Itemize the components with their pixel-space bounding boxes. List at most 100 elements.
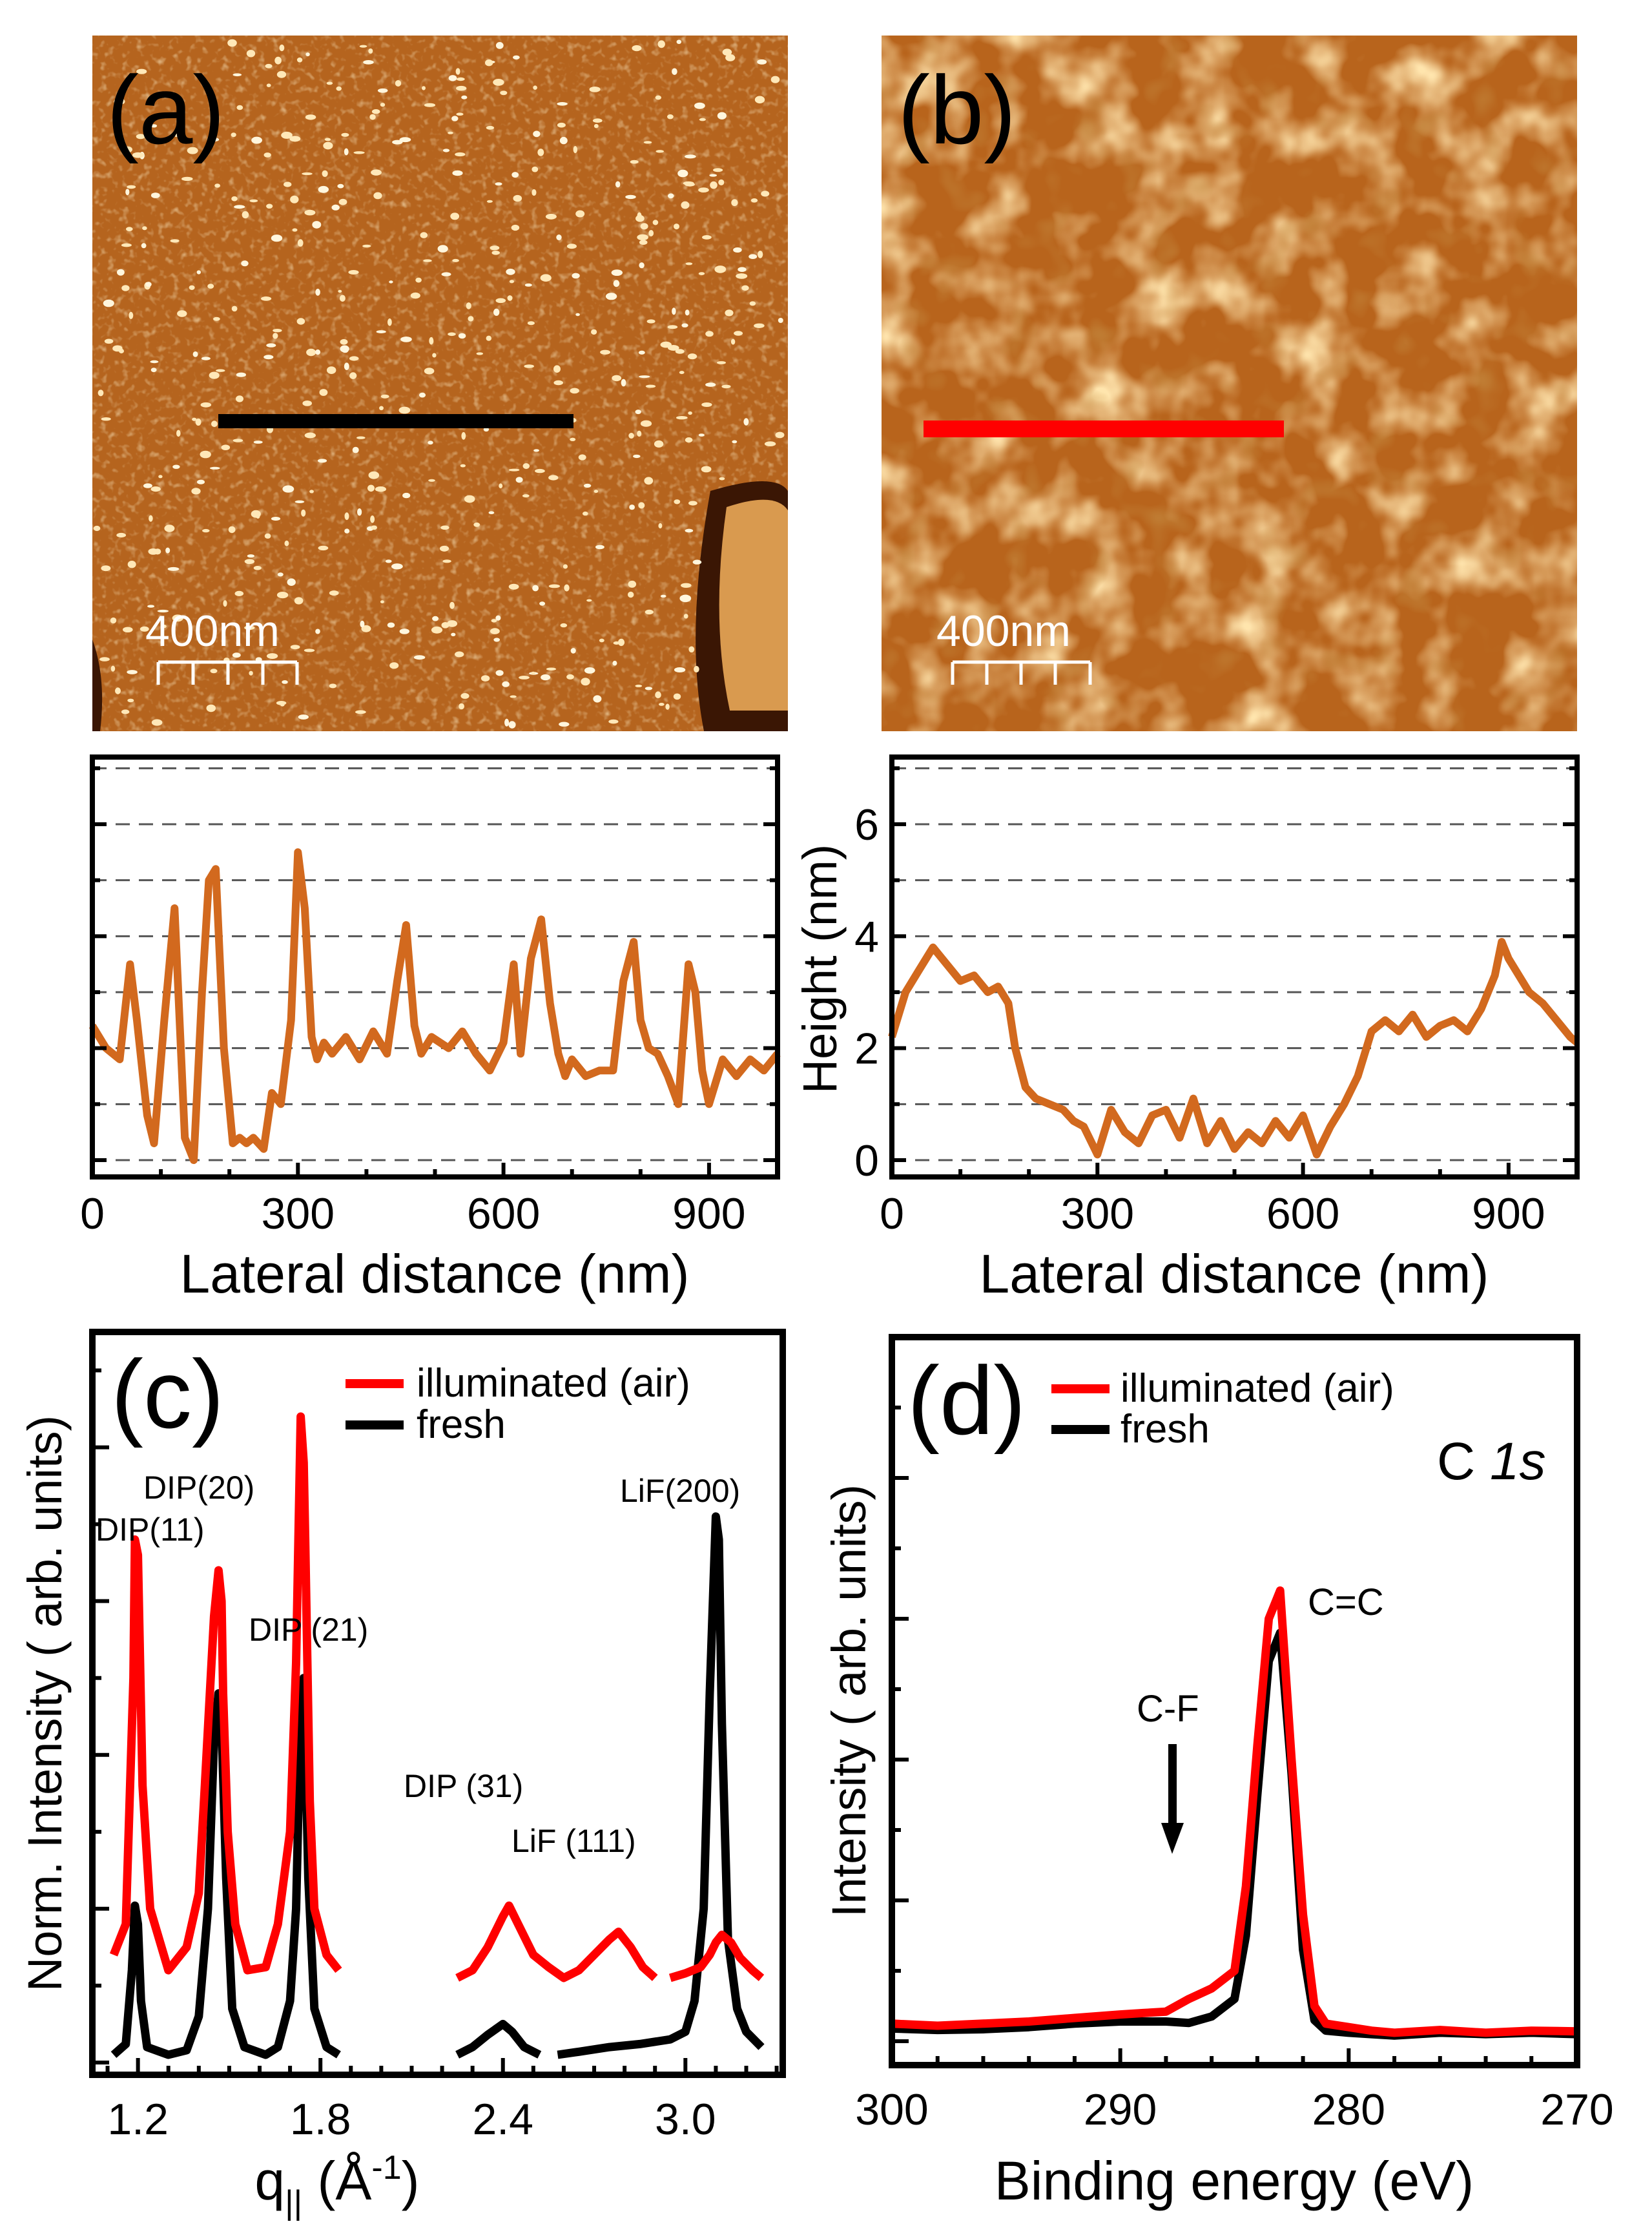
afm-grain — [510, 695, 517, 698]
chart-c-y-axis-label: Norm. Intensity ( arb. units) — [18, 1415, 72, 1991]
afm-grain — [679, 594, 692, 603]
afm-grain — [466, 302, 471, 309]
chart-c-x-axis-label: q|| (Å-1) — [254, 2149, 419, 2221]
x-tick-label: 600 — [1266, 1189, 1339, 1238]
xlabel-c-q: q — [254, 2150, 285, 2211]
afm-grain — [298, 714, 309, 720]
afm-grain — [628, 580, 637, 588]
afm-grain — [232, 439, 243, 442]
afm-grain — [145, 282, 152, 287]
afm-grain — [362, 244, 371, 248]
x-tick-label: 0 — [80, 1189, 105, 1238]
afm-grain — [643, 141, 652, 144]
afm-grain — [761, 191, 770, 197]
afm-grain — [344, 148, 349, 156]
afm-grain — [296, 57, 303, 63]
afm-grain — [709, 174, 718, 177]
afm-grain — [117, 269, 125, 276]
afm-grain — [387, 318, 392, 326]
afm-grain — [176, 430, 181, 437]
afm-grain — [721, 384, 731, 389]
afm-grain — [460, 692, 470, 699]
afm-grain — [679, 371, 685, 375]
afm-grain — [294, 597, 304, 605]
afm-grain — [553, 365, 561, 373]
afm-grain — [749, 301, 756, 306]
afm-grain — [236, 105, 243, 110]
afm-grain — [231, 196, 238, 202]
chart-d-x-axis-label: Binding energy (eV) — [995, 2150, 1474, 2211]
afm-grain — [515, 477, 523, 483]
afm-grain — [276, 592, 289, 599]
afm-grain — [452, 258, 459, 262]
afm-grain — [665, 703, 670, 710]
chart-c: 1.2 1.8 2.4 3.0 (c) illuminated (air) fresh… — [18, 1329, 786, 2221]
afm-grain — [376, 330, 386, 333]
afm-grain — [519, 676, 530, 680]
afm-grain — [157, 609, 169, 613]
afm-grain — [556, 234, 562, 240]
profile-a-gridlines — [92, 767, 778, 1161]
afm-grain — [449, 601, 455, 609]
afm-grain — [594, 490, 599, 494]
profile-b-gridlines — [892, 767, 1577, 1161]
afm-grain — [242, 211, 249, 219]
afm-grain — [213, 317, 220, 321]
afm-grain — [429, 337, 434, 345]
afm-grain — [266, 343, 276, 348]
afm-grain — [424, 368, 435, 375]
afm-grain — [645, 687, 653, 691]
afm-grain — [115, 687, 121, 694]
afm-grain — [306, 348, 316, 357]
afm-grain — [464, 495, 475, 503]
afm-grain — [710, 181, 718, 189]
afm-grain — [685, 437, 693, 443]
afm-grain — [344, 512, 349, 520]
afm-grain — [216, 369, 225, 372]
afm-grain — [327, 366, 336, 374]
afm-grain — [685, 154, 696, 159]
afm-grain — [635, 214, 645, 222]
afm-grain — [639, 262, 645, 269]
afm-grain — [645, 609, 654, 615]
afm-grain — [495, 42, 504, 49]
xlabel-c-sup: -1 — [371, 2149, 401, 2187]
afm-grain — [736, 273, 748, 279]
profile-b-y-tick-labels: 0 2 4 6 — [854, 800, 879, 1185]
afm-grain — [667, 325, 678, 329]
afm-grain — [249, 670, 253, 676]
chart-c-legend: illuminated (air) fresh — [346, 1361, 690, 1447]
afm-grain — [583, 483, 592, 488]
afm-grain — [251, 510, 261, 518]
afm-grain — [150, 192, 160, 198]
afm-grain — [455, 651, 464, 658]
afm-grain — [322, 170, 328, 177]
afm-grain — [639, 375, 650, 379]
afm-grain — [93, 525, 101, 532]
afm-grain — [142, 226, 147, 231]
chart-c-frame — [89, 1329, 786, 2078]
afm-grain — [359, 45, 367, 48]
afm-grain — [658, 703, 665, 706]
afm-grain — [389, 280, 393, 284]
afm-grain — [557, 122, 566, 128]
afm-grain — [143, 483, 152, 488]
afm-grain — [732, 440, 738, 444]
afm-grain — [513, 55, 520, 60]
afm-grain — [570, 648, 576, 654]
afm-grain — [612, 660, 617, 666]
afm-grain — [486, 200, 493, 203]
afm-grain — [608, 719, 619, 724]
afm-grain — [360, 620, 365, 628]
afm-grain — [344, 528, 350, 534]
afm-grain — [548, 475, 559, 481]
afm-grain — [440, 525, 449, 530]
afm-grain — [676, 416, 688, 420]
afm-grain — [174, 132, 179, 138]
afm-grain — [338, 289, 342, 293]
afm-grain — [628, 433, 634, 439]
afm-grain — [566, 674, 574, 680]
afm-grain — [251, 136, 262, 144]
afm-grain — [309, 490, 314, 494]
profile-b-ticks — [890, 766, 1579, 1177]
